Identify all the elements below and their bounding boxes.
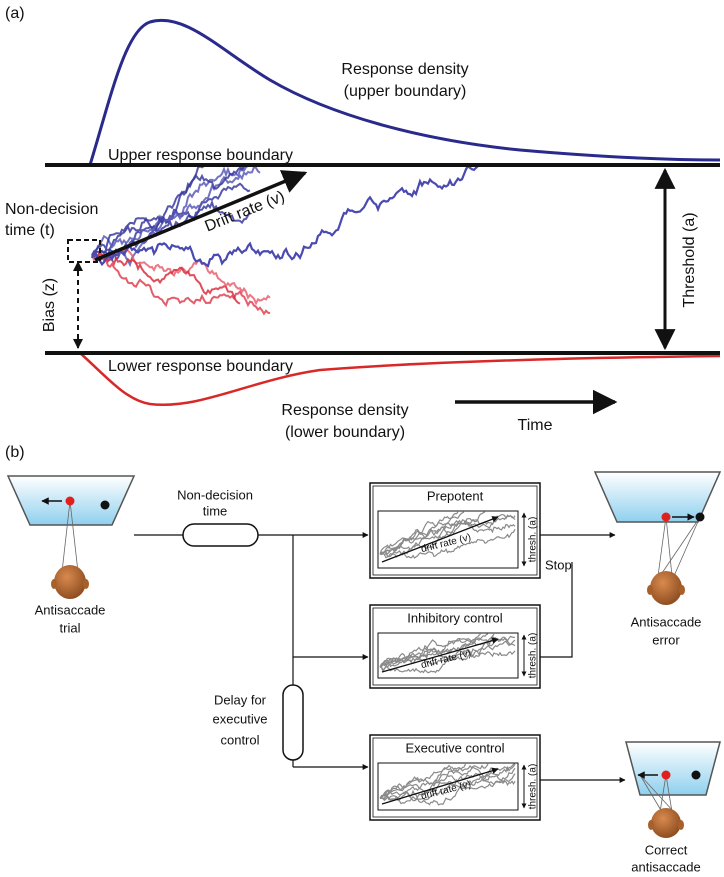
- cue-dot: [101, 501, 110, 510]
- head: [51, 565, 89, 599]
- figure: (a) Response density (upper boundary) Up…: [0, 0, 724, 877]
- sight-line: [660, 517, 700, 576]
- cue-dot: [692, 771, 701, 780]
- delay-label: control: [220, 732, 259, 747]
- non-decision-label: Non-decision: [5, 201, 98, 218]
- cue-dot: [696, 513, 705, 522]
- thresh-label: thresh. (a): [528, 517, 539, 563]
- box-title: Inhibitory control: [407, 610, 502, 625]
- bias-label: Bias (z): [41, 278, 58, 332]
- upper-density-label: Response density: [341, 61, 468, 78]
- lower-density-label: (lower boundary): [285, 424, 405, 441]
- sight-line: [658, 517, 666, 576]
- box-title: Prepotent: [427, 488, 484, 503]
- target-dot: [662, 513, 671, 522]
- screen: [626, 742, 720, 795]
- panel-label: (a): [5, 5, 25, 22]
- random-walks: [92, 166, 478, 314]
- upper-boundary-label: Upper response boundary: [108, 147, 293, 164]
- non-decision-label: time: [203, 503, 228, 518]
- trial-label: trial: [60, 620, 81, 635]
- thresh-label: thresh. (a): [528, 633, 539, 679]
- trial-label: Antisaccade: [35, 602, 106, 617]
- target-dot: [662, 771, 671, 780]
- lower-density-label: Response density: [281, 402, 408, 419]
- delay-label: Delay for: [214, 692, 267, 707]
- lower-boundary-label: Lower response boundary: [108, 358, 293, 375]
- box-title: Executive control: [406, 740, 505, 755]
- stop-line: [540, 562, 572, 657]
- page: {"panel_a": {"label": "(a)", "upper_dens…: [0, 0, 724, 877]
- correct-label: antisaccade: [631, 859, 700, 874]
- threshold-label: Threshold (a): [681, 212, 698, 307]
- time-label: Time: [518, 417, 553, 434]
- sight-line: [666, 517, 672, 576]
- stop-label: Stop: [545, 557, 572, 572]
- correct-label: Correct: [645, 842, 688, 857]
- head: [648, 808, 684, 838]
- sight-line: [674, 517, 700, 576]
- error-label: error: [652, 632, 680, 647]
- upper-density-label: (upper boundary): [344, 83, 467, 100]
- target-dot: [66, 497, 75, 506]
- delay-label: executive: [213, 711, 268, 726]
- head: [647, 571, 685, 605]
- non-decision-label: time (t): [5, 222, 55, 239]
- non-decision-pill: [183, 524, 258, 546]
- non-decision-label: Non-decision: [177, 487, 253, 502]
- panel-label: (b): [5, 444, 25, 461]
- delay-pill: [283, 685, 303, 760]
- error-label: Antisaccade: [631, 614, 702, 629]
- thresh-label: thresh. (a): [528, 764, 539, 810]
